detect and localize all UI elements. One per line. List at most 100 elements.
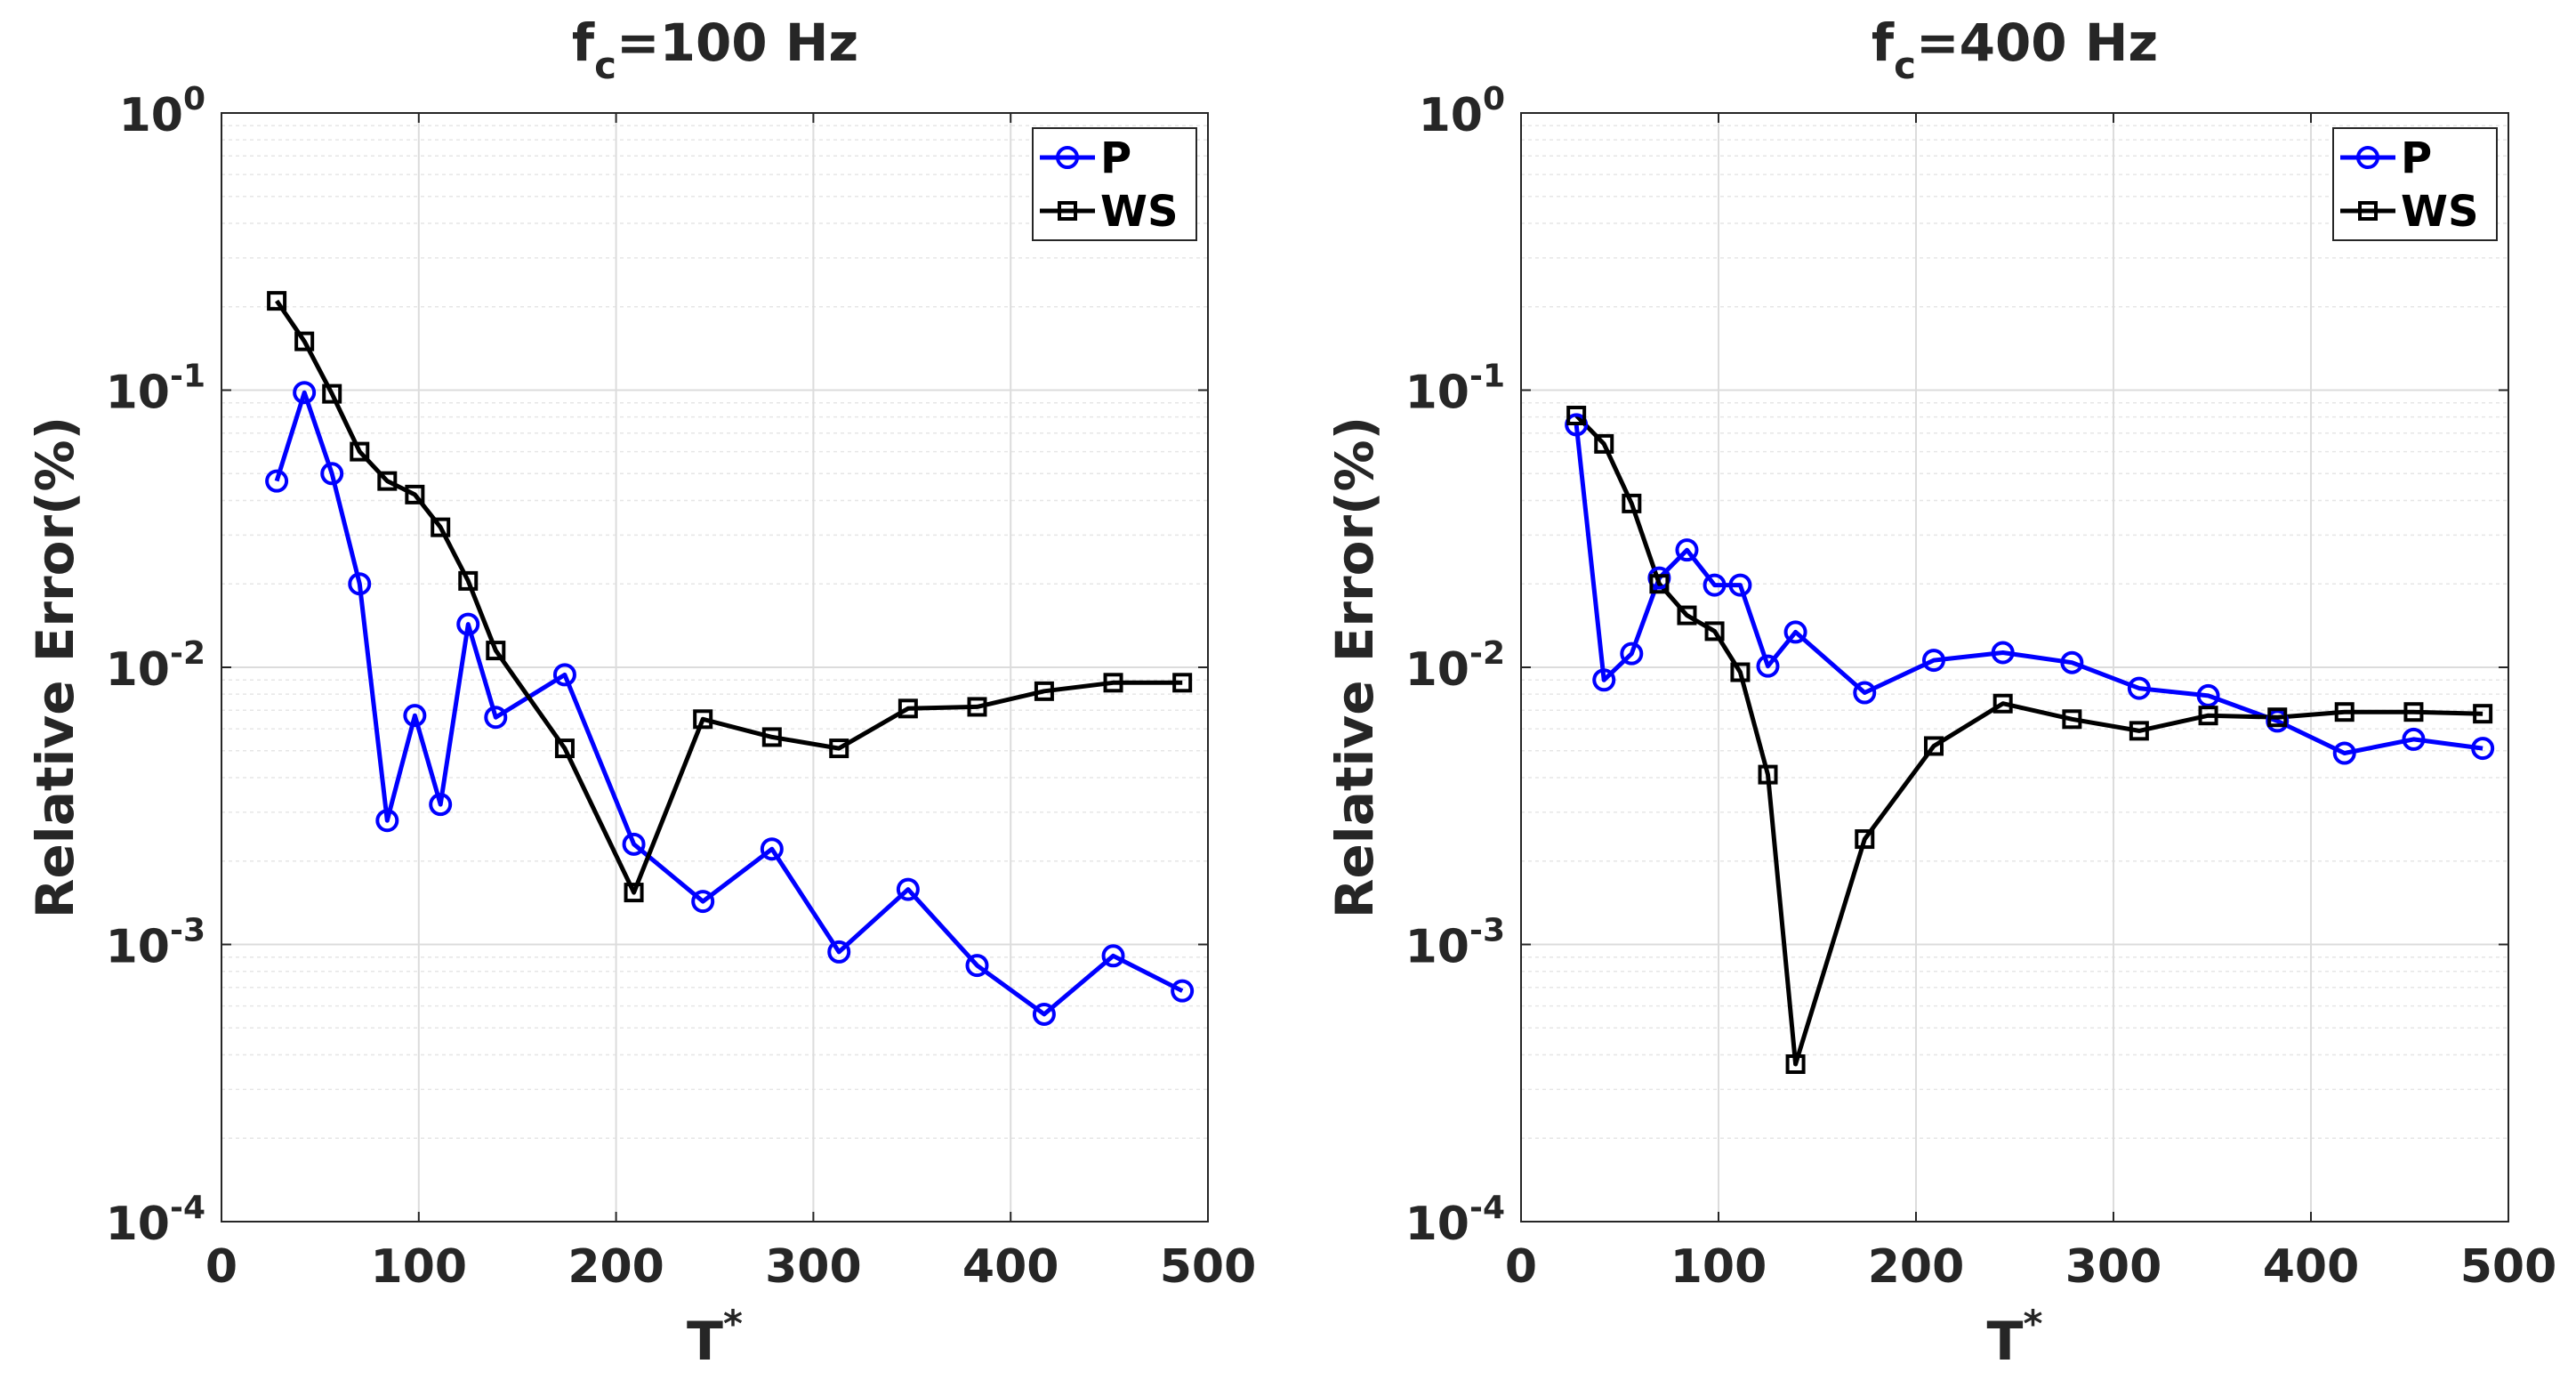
x-tick-label: 500 xyxy=(1160,1240,1257,1294)
x-tick-label: 300 xyxy=(2065,1240,2162,1294)
x-tick-label: 400 xyxy=(2263,1240,2360,1294)
series-line-P xyxy=(274,390,1184,1017)
data-point-WS xyxy=(967,697,987,717)
data-point-WS xyxy=(2334,702,2355,722)
data-point-P xyxy=(2060,650,2084,674)
data-point-P xyxy=(429,793,453,817)
data-point-WS xyxy=(405,484,425,504)
y-tick-label: 100 xyxy=(1419,81,1505,142)
legend: PWS xyxy=(1032,127,1197,241)
data-point-P xyxy=(456,612,480,636)
data-point-P xyxy=(1921,649,1945,673)
y-tick-label: 10-2 xyxy=(106,635,205,697)
series-markers-WS xyxy=(1566,406,2493,1075)
data-point-WS xyxy=(829,738,849,759)
data-point-WS xyxy=(486,641,506,661)
x-axis-label: T* xyxy=(687,1302,743,1373)
x-tick-label: 0 xyxy=(1505,1240,1537,1294)
data-point-P xyxy=(1991,641,2015,665)
data-point-WS xyxy=(1103,673,1123,693)
series-markers-P xyxy=(265,381,1195,1026)
data-point-WS xyxy=(693,709,713,730)
series-markers-WS xyxy=(267,291,1193,903)
data-point-P xyxy=(691,890,715,914)
data-point-P xyxy=(2471,737,2495,761)
data-point-WS xyxy=(2062,709,2082,730)
legend-marker-P xyxy=(2356,146,2379,169)
data-point-WS xyxy=(1034,681,1054,701)
data-point-P xyxy=(896,877,920,901)
data-point-WS xyxy=(1566,406,1587,426)
data-point-WS xyxy=(1649,574,1670,594)
data-point-P xyxy=(1101,944,1125,968)
legend-box xyxy=(1032,127,1197,241)
chart-panel-2: 0 100 200 300 400 500 10-4 10-3 10-2 10-1 100 fc=40… xyxy=(1324,12,2556,1373)
data-point-WS xyxy=(2129,721,2149,741)
y-tick-label: 10-1 xyxy=(1405,359,1505,420)
legend-marker-P xyxy=(1056,146,1079,169)
data-point-WS xyxy=(624,883,644,903)
legend-label-WS: WS xyxy=(2401,187,2479,237)
y-tick-label: 10-4 xyxy=(106,1190,205,1251)
data-point-WS xyxy=(431,517,451,537)
y-tick-label: 100 xyxy=(119,81,205,142)
data-point-P xyxy=(320,462,344,486)
data-point-WS xyxy=(1785,1054,1806,1075)
data-point-P xyxy=(2196,683,2220,707)
x-tick-label: 100 xyxy=(371,1240,468,1294)
data-point-P xyxy=(484,706,508,730)
data-point-P xyxy=(1620,642,1644,666)
data-point-WS xyxy=(1758,764,1778,785)
minor-grid xyxy=(1521,125,2508,1139)
x-tick-label: 500 xyxy=(2460,1240,2557,1294)
y-axis-label: Relative Error(%) xyxy=(1324,416,1385,918)
chart-title: fc=100 Hz xyxy=(572,12,858,87)
x-tick-label: 300 xyxy=(765,1240,862,1294)
series-line-WS xyxy=(275,299,1183,895)
data-point-P xyxy=(1728,573,1752,597)
x-tick-label: 100 xyxy=(1670,1240,1767,1294)
data-point-P xyxy=(2402,727,2426,751)
data-point-P xyxy=(375,809,399,833)
data-point-P xyxy=(1675,538,1699,562)
legend: PWS xyxy=(2332,127,2498,241)
data-point-P xyxy=(622,832,646,856)
data-point-WS xyxy=(1677,605,1697,625)
data-point-P xyxy=(1703,573,1727,597)
data-point-P xyxy=(2332,741,2356,765)
data-point-P xyxy=(265,469,289,493)
tick-marks xyxy=(1520,112,2509,1223)
legend-marker-WS xyxy=(2358,201,2378,221)
data-point-P xyxy=(2127,676,2151,700)
minor-grid xyxy=(221,125,1208,1139)
legend-marker-WS xyxy=(1058,201,1077,221)
x-tick-label: 0 xyxy=(205,1240,237,1294)
legend-box xyxy=(2332,127,2498,241)
data-point-WS xyxy=(350,441,370,462)
data-point-WS xyxy=(377,471,398,491)
x-tick-label: 400 xyxy=(962,1240,1059,1294)
data-point-WS xyxy=(1172,673,1193,693)
data-point-WS xyxy=(761,727,782,747)
data-point-P xyxy=(403,704,427,728)
y-tick-label: 10-3 xyxy=(1405,913,1505,974)
data-point-WS xyxy=(2473,704,2493,724)
data-point-WS xyxy=(294,331,315,351)
data-point-WS xyxy=(1992,693,2013,714)
data-point-P xyxy=(827,940,851,964)
data-point-P xyxy=(1171,979,1195,1003)
legend-label-P: P xyxy=(2401,133,2432,183)
data-point-P xyxy=(552,663,576,687)
data-point-P xyxy=(760,837,784,861)
data-point-WS xyxy=(1704,621,1725,642)
legend-label-WS: WS xyxy=(1100,187,1179,237)
tick-marks xyxy=(221,112,1209,1223)
data-point-WS xyxy=(267,291,287,311)
chart-panel-1: 0 100 200 300 400 500 10-4 10-3 10-2 10-1 100 fc=10… xyxy=(25,12,1256,1373)
y-tick-label: 10-3 xyxy=(106,913,205,974)
data-point-WS xyxy=(1594,433,1614,454)
data-point-WS xyxy=(1622,493,1642,513)
legend-label-P: P xyxy=(1100,133,1131,183)
data-point-WS xyxy=(2198,706,2218,726)
